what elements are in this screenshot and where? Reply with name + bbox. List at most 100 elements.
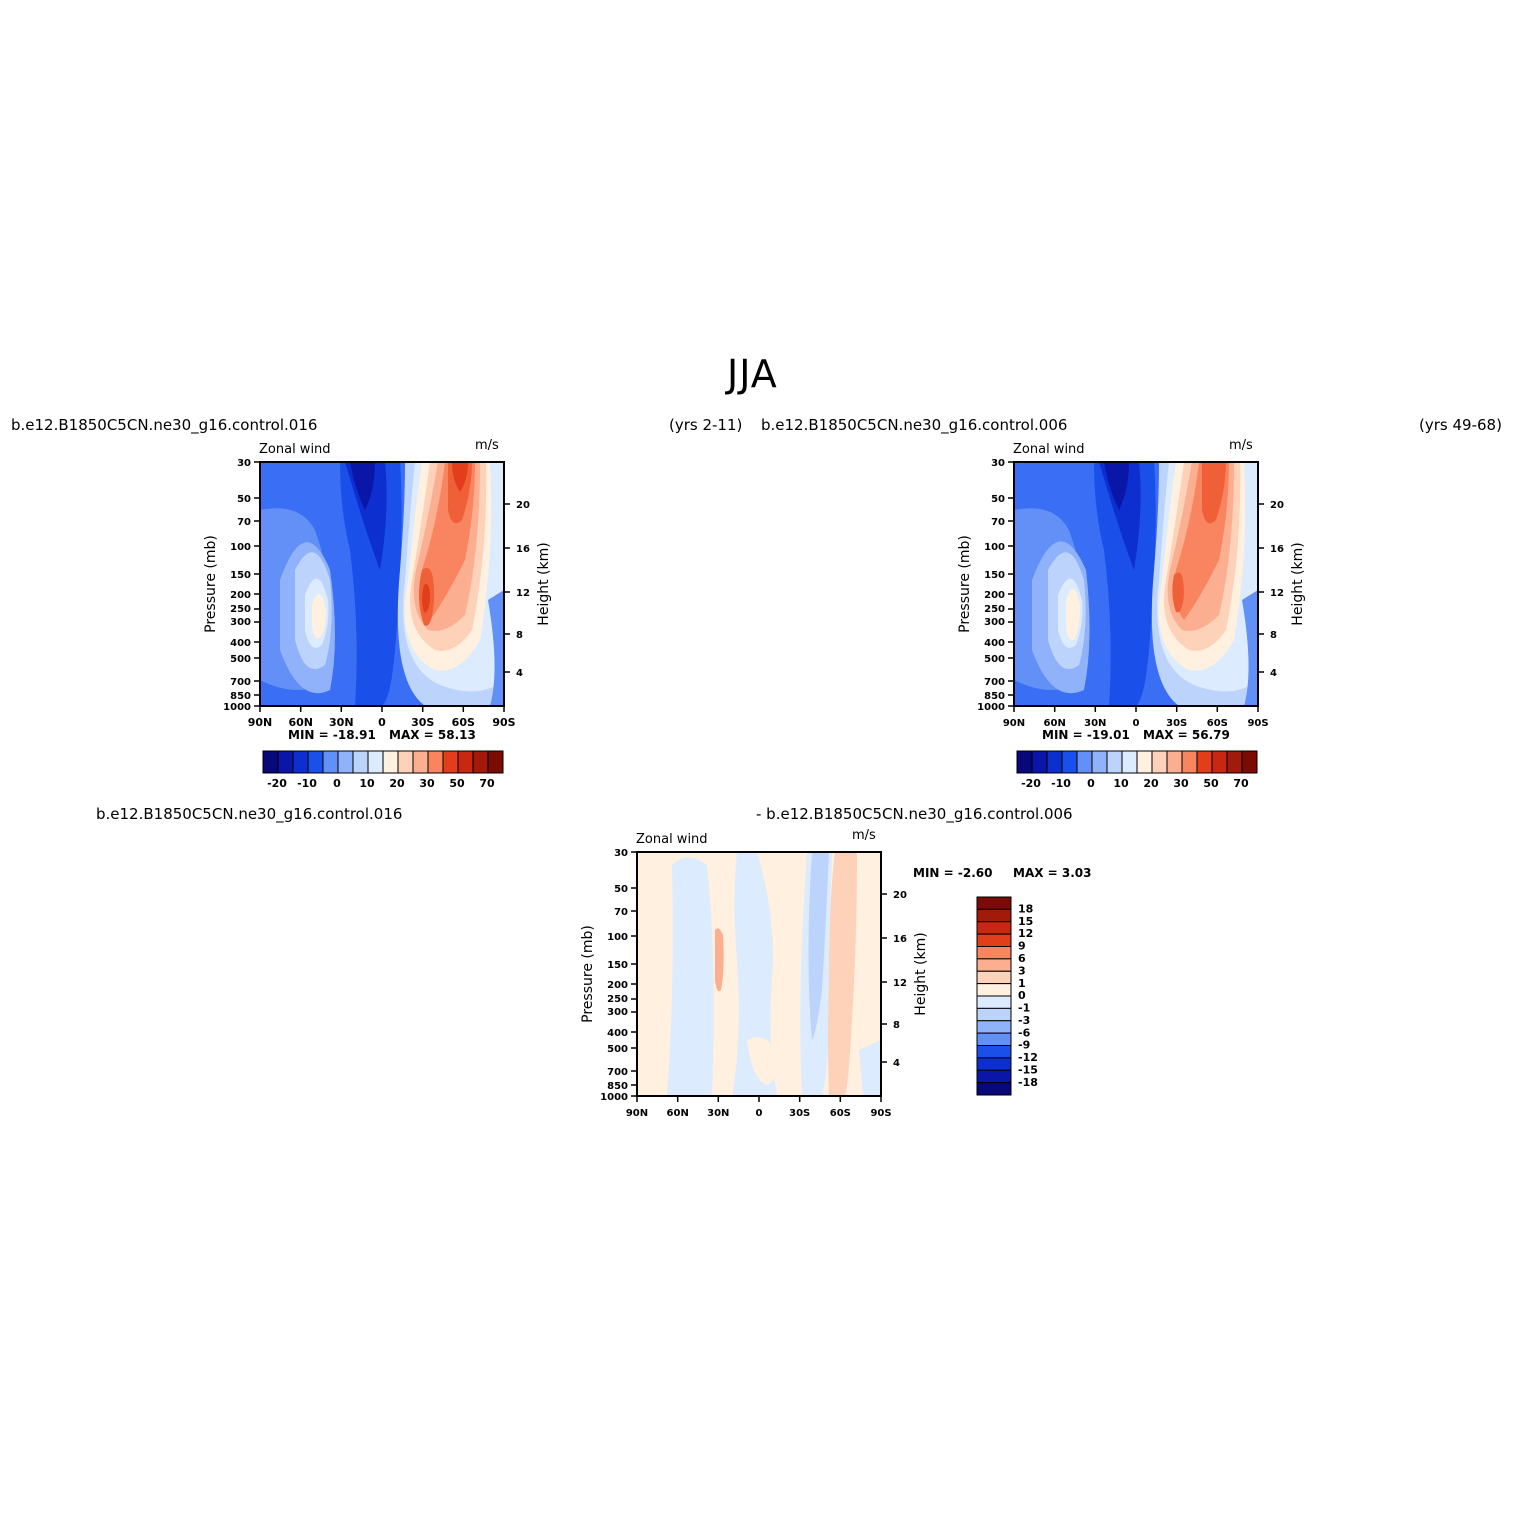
panel3-cbar-label: 15 — [1018, 915, 1033, 928]
panel1-title-left: Zonal wind — [259, 442, 331, 457]
panel1-ytick: 400 — [230, 638, 251, 649]
colorbar-swatch — [976, 1057, 1012, 1071]
colorbar-swatch — [1016, 750, 1033, 774]
colorbar-swatch — [1241, 750, 1258, 774]
panel3-cbar-label: -12 — [1018, 1051, 1038, 1064]
page-title: JJA — [727, 352, 778, 396]
diff-case-b-label: - b.e12.B1850C5CN.ne30_g16.control.006 — [756, 805, 1073, 823]
panel2-ytick: 70 — [991, 517, 1005, 528]
colorbar-swatch — [976, 908, 1012, 923]
panel1-ytick: 150 — [230, 570, 251, 581]
colorbar-swatch — [277, 750, 294, 774]
panel3-min: MIN = -2.60 — [913, 866, 993, 880]
panel1-xtick: 90N — [248, 716, 273, 729]
panel2-xtick: 30S — [1166, 718, 1187, 729]
colorbar-swatch — [367, 750, 384, 774]
panel1-max: MAX = 58.13 — [389, 728, 476, 742]
panel1-ytick: 500 — [230, 654, 251, 665]
panel2-xtick: 90S — [1247, 718, 1268, 729]
colorbar-swatch — [1181, 750, 1198, 774]
panel3-cbar-label: 1 — [1018, 977, 1026, 990]
panel2-ytick: 300 — [984, 617, 1005, 628]
panel1-ytick-right: 4 — [516, 668, 523, 679]
panel1-min: MIN = -18.91 — [288, 728, 376, 742]
panel2-cbar-label: 50 — [1203, 777, 1219, 790]
panel1-ytick: 200 — [230, 590, 251, 601]
panel1-xtick: 30N — [329, 716, 354, 729]
panel3-ytick: 700 — [607, 1067, 628, 1078]
colorbar-swatch — [307, 750, 324, 774]
panel1-ytick: 850 — [230, 691, 251, 702]
panel1-ytick-right: 16 — [516, 544, 530, 555]
panel1-cbar-label: 70 — [479, 777, 495, 790]
colorbar-swatch — [262, 750, 279, 774]
panel3-xtick: 90N — [626, 1108, 648, 1119]
panel3-ytick: 30 — [614, 848, 628, 859]
colorbar-swatch — [1121, 750, 1138, 774]
colorbar-swatch — [382, 750, 399, 774]
panel3-ytick: 850 — [607, 1081, 628, 1092]
colorbar-swatch — [976, 921, 1012, 935]
colorbar-swatch — [1211, 750, 1228, 774]
panel3-cbar-label: -18 — [1018, 1076, 1038, 1089]
panel1-cbar-label: 50 — [449, 777, 465, 790]
panel1-cbar-label: -20 — [267, 777, 287, 790]
panel3-ylabel-right: Height (km) — [913, 932, 929, 1015]
panel1-xtick: 60N — [288, 716, 313, 729]
panel3-ytick: 400 — [607, 1028, 628, 1039]
panel2-cbar-label: 30 — [1173, 777, 1189, 790]
panel2-contours — [1014, 462, 1258, 706]
panel2-ytick: 1000 — [977, 702, 1005, 713]
panel2-ytick-right: 8 — [1270, 630, 1277, 641]
panel3-xtick: 30S — [789, 1108, 810, 1119]
colorbar-swatch — [976, 1020, 1012, 1034]
left-years-label: (yrs 2-11) — [669, 416, 743, 434]
panel1-ytick-right: 12 — [516, 588, 530, 599]
panel2-ytick: 500 — [984, 654, 1005, 665]
panel2-ylabel: Pressure (mb) — [957, 535, 973, 633]
panel3-ytick-right: 20 — [893, 890, 907, 901]
colorbar-swatch — [976, 1069, 1012, 1084]
panel1-ytick: 1000 — [223, 702, 251, 713]
panel3-ytick: 500 — [607, 1044, 628, 1055]
panel2-ytick: 50 — [991, 494, 1005, 505]
panel1-ylabel-right: Height (km) — [536, 542, 552, 625]
colorbar-swatch — [472, 750, 489, 774]
panel1-cbar-label: 20 — [389, 777, 405, 790]
panel1-xtick: 60S — [452, 716, 475, 729]
panel2-colorbar: -20 -10 0 10 20 30 50 70 — [1016, 750, 1258, 790]
colorbar-swatch — [1136, 750, 1153, 774]
panel3-ytick: 50 — [614, 884, 628, 895]
panel3-cbar-label: 18 — [1018, 903, 1033, 916]
panel2-ytick-right: 20 — [1270, 500, 1284, 511]
panel2-ytick: 30 — [991, 458, 1005, 469]
colorbar-swatch — [352, 750, 369, 774]
colorbar-swatch — [976, 995, 1012, 1009]
panel2-xtick: 60N — [1044, 718, 1066, 729]
panel1-ylabel: Pressure (mb) — [203, 535, 219, 633]
panel2-ytick-right: 12 — [1270, 588, 1284, 599]
panel1-ytick: 70 — [237, 517, 251, 528]
panel2-xtick: 90N — [1003, 718, 1025, 729]
panel3-cbar-label: -1 — [1018, 1002, 1030, 1015]
panel3-xtick: 60N — [667, 1108, 689, 1119]
panel1-xtick: 90S — [492, 716, 515, 729]
panel3-max: MAX = 3.03 — [1013, 866, 1092, 880]
panel1-ytick-right: 8 — [516, 630, 523, 641]
panel1-contours — [260, 462, 504, 706]
panel1-cbar-label: 10 — [359, 777, 375, 790]
panel2-ytick: 250 — [984, 604, 1005, 615]
colorbar-swatch — [322, 750, 339, 774]
colorbar-swatch — [442, 750, 459, 774]
panel2-cbar-label: 70 — [1233, 777, 1249, 790]
panel2-xtick: 30N — [1084, 718, 1106, 729]
colorbar-swatch — [1076, 750, 1093, 774]
panel1-ytick: 300 — [230, 617, 251, 628]
panel2-min: MIN = -19.01 — [1042, 728, 1130, 742]
panel2-ytick: 400 — [984, 638, 1005, 649]
right-case-label: b.e12.B1850C5CN.ne30_g16.control.006 — [761, 416, 1068, 434]
panel2-cbar-label: 20 — [1143, 777, 1159, 790]
panel2-title-right: m/s — [1229, 438, 1253, 453]
panel3-xtick: 0 — [756, 1108, 763, 1119]
panel2-plot: 90N 60N 30N 0 30S 60S 90S 30 50 70 100 1… — [957, 458, 1306, 729]
